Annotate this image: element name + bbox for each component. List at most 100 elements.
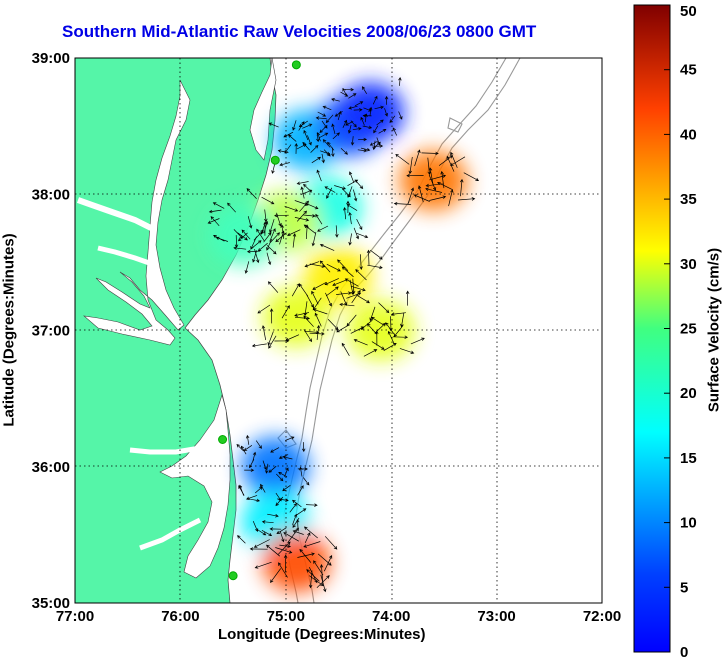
velocity-arrow (278, 471, 288, 478)
y-tick-labels: 39:00 38:00 37:00 36:00 35:00 (32, 50, 70, 612)
y-tick-label: 39:00 (32, 50, 70, 67)
velocity-arrow (325, 114, 334, 124)
velocity-arrow (421, 151, 439, 156)
velocity-arrow (237, 535, 246, 544)
velocity-arrow (210, 216, 220, 227)
velocity-arrow (366, 249, 371, 266)
velocity-arrow (208, 209, 222, 214)
velocity-arrow (425, 187, 443, 193)
velocity-arrow (437, 181, 453, 191)
velocity-arrow (279, 162, 290, 167)
velocity-arrow (356, 294, 370, 304)
velocity-arrow (369, 306, 376, 322)
velocity-arrow (347, 179, 359, 187)
velocity-arrow (323, 149, 331, 157)
velocity-arrow (305, 224, 309, 240)
velocity-arrow (311, 156, 322, 164)
velocity-region (262, 286, 331, 347)
velocity-arrow (287, 229, 301, 237)
velocity-arrow (213, 235, 225, 242)
velocity-arrow (266, 245, 277, 255)
velocity-arrow (238, 485, 245, 496)
velocity-arrow (324, 536, 338, 550)
velocity-arrow (425, 183, 443, 188)
velocity-arrow (270, 568, 281, 583)
velocity-arrow (358, 137, 368, 142)
velocity-region (209, 205, 278, 266)
velocity-arrow (303, 477, 310, 486)
velocity-arrow (378, 302, 390, 314)
velocity-arrow (306, 294, 314, 308)
velocity-arrow (269, 228, 276, 242)
velocity-arrow (352, 127, 362, 131)
velocity-arrow (256, 228, 265, 241)
velocity-arrow (336, 291, 352, 295)
velocity-arrow (266, 544, 281, 557)
velocity-arrow (331, 147, 335, 158)
velocity-arrow (299, 200, 309, 212)
velocity-arrow (398, 111, 403, 120)
velocity-arrow (207, 218, 220, 224)
velocity-arrow (373, 144, 384, 148)
y-tick-label: 37:00 (32, 323, 70, 340)
velocity-arrow (268, 122, 279, 128)
velocity-arrow (344, 87, 355, 92)
velocity-arrow (319, 243, 335, 251)
velocity-arrow (322, 105, 332, 111)
velocity-arrow (303, 129, 309, 141)
velocity-arrow (387, 330, 395, 345)
velocity-arrow (299, 548, 312, 563)
velocity-arrow (284, 144, 292, 154)
velocity-arrow (350, 285, 366, 292)
velocity-arrow (356, 232, 369, 239)
velocity-arrow (413, 194, 430, 202)
station-marker (228, 571, 238, 581)
velocity-arrow (320, 574, 327, 593)
velocity-arrow (237, 232, 248, 241)
velocity-arrow (341, 188, 351, 198)
velocity-arrow (282, 455, 293, 460)
velocity-arrow (255, 440, 262, 449)
velocity-arrow (311, 290, 319, 305)
velocity-arrow (345, 121, 354, 126)
velocity-arrow (287, 527, 299, 543)
velocity-arrow (292, 499, 302, 508)
velocity-arrow (287, 134, 297, 142)
velocity-arrow (245, 434, 250, 445)
velocity-arrow (353, 227, 360, 240)
velocity-arrow (364, 113, 368, 123)
velocity-arrow (300, 186, 305, 199)
velocity-arrow (254, 561, 272, 569)
velocity-arrow (384, 95, 389, 105)
potomac-river (76, 197, 157, 233)
x-axis-label: Longitude (Degrees:Minutes) (218, 626, 426, 643)
velocity-arrow (248, 498, 261, 503)
velocity-arrow (335, 225, 339, 238)
colorbar-tick-label: 45 (680, 62, 697, 79)
velocity-arrow (296, 181, 309, 185)
velocity-arrow (363, 349, 378, 357)
velocity-arrow (279, 230, 285, 245)
velocity-arrow (244, 261, 250, 274)
velocity-arrow (319, 564, 324, 583)
velocity-arrow (317, 225, 329, 232)
velocity-arrow (279, 544, 292, 548)
velocity-arrow (317, 111, 327, 117)
velocity-arrow (405, 290, 410, 306)
velocity-arrow (327, 141, 335, 151)
velocity-arrow (344, 278, 359, 287)
velocity-arrow (304, 261, 320, 268)
velocity-arrow (298, 120, 308, 128)
velocity-arrow (261, 520, 274, 524)
velocity-arrow (316, 169, 322, 182)
velocity-arrow (314, 312, 322, 327)
velocity-arrow (308, 575, 324, 587)
velocity-arrow (297, 485, 304, 496)
velocity-arrow (400, 312, 405, 328)
velocity-arrow (331, 123, 336, 135)
colorbar-tick-label: 50 (680, 3, 697, 20)
velocity-arrow (266, 238, 273, 251)
velocity-arrows (207, 76, 480, 593)
velocity-arrow (346, 292, 362, 299)
